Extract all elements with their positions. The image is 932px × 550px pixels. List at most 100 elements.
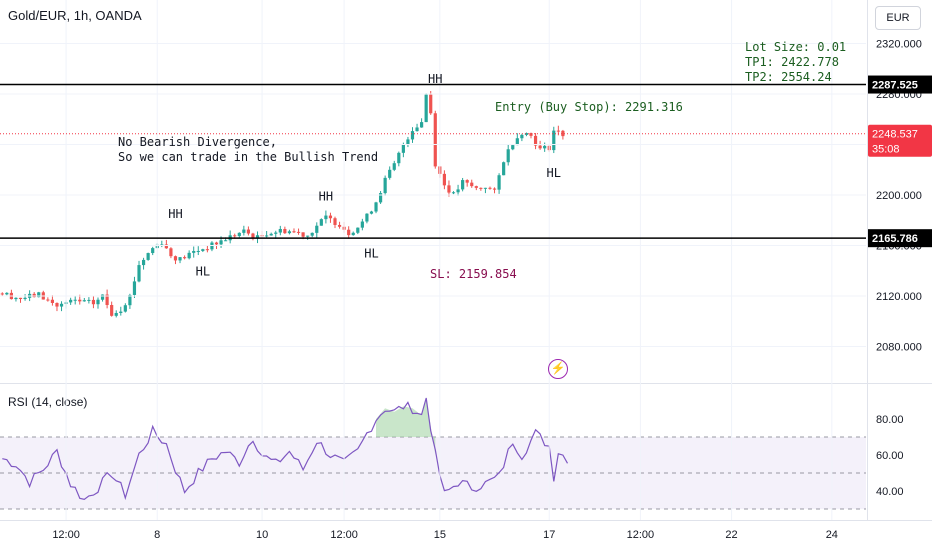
candle-body xyxy=(442,173,446,186)
candle-body xyxy=(506,149,510,163)
candle-body xyxy=(160,244,164,246)
candle-body xyxy=(96,299,100,305)
candle-body xyxy=(378,193,383,203)
time-tick-label: 22 xyxy=(725,529,737,541)
candle-body xyxy=(392,163,396,170)
candle-body xyxy=(397,152,401,164)
candle-body xyxy=(278,228,282,233)
candle-body xyxy=(255,235,260,239)
annotations: 2287.525 2165.786 2248.537 35:08 Lot Size: 0… xyxy=(0,40,932,281)
rsi-tick-label: 60.00 xyxy=(876,450,904,462)
rsi-overbought-fill xyxy=(376,397,436,455)
candle-body xyxy=(73,299,77,301)
candle-body xyxy=(356,227,360,233)
swing-label: HH xyxy=(428,72,442,86)
candle-body xyxy=(524,133,529,135)
candle-body xyxy=(251,233,255,239)
candle-body xyxy=(242,229,246,233)
candle-body xyxy=(360,221,364,228)
candle-body xyxy=(105,294,109,306)
candle-body xyxy=(5,292,9,295)
candle-body xyxy=(87,299,91,301)
candle-body xyxy=(173,256,178,261)
candle-body xyxy=(301,232,305,237)
rsi-pane: RSI (14, close) xyxy=(0,395,866,510)
swing-label: HH xyxy=(319,189,333,203)
candle-body xyxy=(178,257,182,261)
candle-body xyxy=(128,294,132,306)
symbol-title[interactable]: Gold/EUR, 1h, OANDA xyxy=(8,8,142,23)
candle-body xyxy=(0,293,4,295)
candle-body xyxy=(151,248,155,254)
candle-body xyxy=(132,281,137,295)
lightning-bolt-icon[interactable]: ⚡ xyxy=(548,359,568,379)
note-line-2: So we can trade in the Bullish Trend xyxy=(118,150,378,164)
candle-body xyxy=(192,250,196,253)
time-tick-label: 12:00 xyxy=(52,529,80,541)
candle-body xyxy=(543,145,547,149)
candle-body xyxy=(233,235,237,237)
price-tick-label: 2200.000 xyxy=(876,190,922,202)
candle-body xyxy=(410,131,415,140)
candle-body xyxy=(347,229,351,236)
candle-body xyxy=(492,188,497,190)
candle-body xyxy=(369,211,374,214)
level-badge-label: 2165.786 xyxy=(872,233,918,245)
candle-body xyxy=(529,133,533,136)
candle-body xyxy=(315,225,319,233)
current-price-label: 2248.537 xyxy=(872,129,918,141)
candle-body xyxy=(274,232,278,234)
candle-body xyxy=(164,244,168,249)
candle-body xyxy=(265,235,269,237)
candle-body xyxy=(497,175,501,190)
candle-body xyxy=(114,313,118,316)
rsi-title: RSI (14, close) xyxy=(8,395,87,409)
currency-button[interactable]: EUR xyxy=(875,6,921,30)
candle-body xyxy=(196,250,200,252)
candle-body xyxy=(110,305,114,316)
time-tick-label: 8 xyxy=(154,529,160,541)
candle-body xyxy=(23,297,27,300)
candle-body xyxy=(374,202,378,212)
candle-body xyxy=(319,219,323,226)
swing-label: HH xyxy=(168,207,182,221)
candle-body xyxy=(219,240,223,245)
level-badge xyxy=(868,75,932,94)
candle-body xyxy=(146,253,150,260)
candle-body xyxy=(556,130,560,132)
candle-body xyxy=(100,294,105,300)
candle-body xyxy=(415,127,419,132)
candle-body xyxy=(283,228,287,234)
candle-body xyxy=(324,215,328,220)
candle-body xyxy=(388,169,392,178)
candle-body xyxy=(292,231,296,233)
candle-body xyxy=(483,187,488,189)
candle-body xyxy=(502,162,506,176)
swing-label: HL xyxy=(364,247,378,261)
candle-body xyxy=(552,130,556,151)
candle-body xyxy=(214,242,219,245)
candle-body xyxy=(306,235,310,237)
candle-body xyxy=(187,252,191,259)
candle-body xyxy=(474,186,478,188)
candle-body xyxy=(479,187,483,189)
candle-body xyxy=(351,232,355,236)
swing-label: HL xyxy=(547,166,561,180)
candle-body xyxy=(456,189,460,193)
candle-body xyxy=(383,177,387,194)
candle-body xyxy=(237,232,241,237)
swing-label: HL xyxy=(196,264,210,278)
candle-body xyxy=(246,229,251,234)
candle-body xyxy=(224,240,228,242)
candle-body xyxy=(55,302,59,307)
price-tick-label: 2320.000 xyxy=(876,39,922,51)
candle-body xyxy=(296,231,301,233)
candle-body xyxy=(269,233,273,236)
candle-body xyxy=(401,144,405,153)
candle-body xyxy=(420,122,424,128)
candle-body xyxy=(91,299,96,305)
candle-body xyxy=(465,180,469,183)
candle-body xyxy=(461,180,465,190)
candle-body xyxy=(18,297,23,300)
